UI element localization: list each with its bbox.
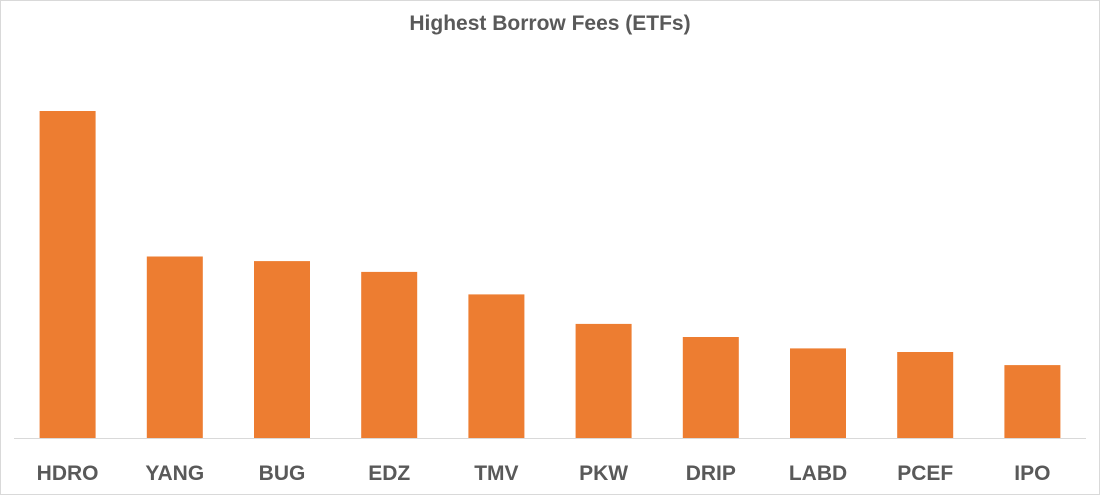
bar-pcef bbox=[897, 352, 954, 438]
bar-ipo bbox=[1004, 365, 1061, 438]
bar-bug bbox=[254, 261, 310, 438]
x-tick-label-edz: EDZ bbox=[368, 462, 410, 485]
x-tick-label-drip: DRIP bbox=[686, 462, 736, 485]
bar-drip bbox=[682, 337, 739, 438]
bar-hdro bbox=[39, 111, 96, 438]
x-tick-label-hdro: HDRO bbox=[37, 462, 99, 485]
x-tick-label-pcef: PCEF bbox=[897, 462, 953, 485]
chart-title: Highest Borrow Fees (ETFs) bbox=[409, 12, 691, 35]
x-tick-label-labd: LABD bbox=[789, 462, 847, 485]
x-tick-label-bug: BUG bbox=[259, 462, 306, 485]
x-tick-label-pkw: PKW bbox=[579, 462, 628, 485]
bar-pkw bbox=[575, 323, 632, 438]
bar-tmv bbox=[468, 294, 525, 438]
bar-labd bbox=[790, 348, 846, 438]
x-tick-label-ipo: IPO bbox=[1014, 462, 1050, 485]
bar-yang bbox=[146, 256, 203, 438]
bar-edz bbox=[361, 271, 418, 438]
x-tick-label-yang: YANG bbox=[145, 462, 204, 485]
x-tick-label-tmv: TMV bbox=[474, 462, 518, 485]
